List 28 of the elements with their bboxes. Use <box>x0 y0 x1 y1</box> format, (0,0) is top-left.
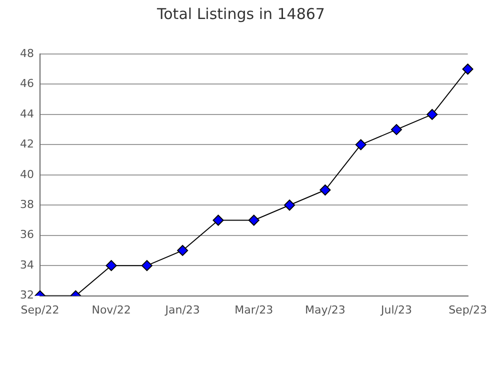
y-tick-label: 38 <box>20 198 34 211</box>
x-tick-label: Jul/23 <box>380 303 412 316</box>
point <box>248 214 260 226</box>
y-tick-label: 32 <box>20 288 34 302</box>
y-tick-label: 46 <box>20 77 34 90</box>
y-tick-label: 40 <box>20 168 34 181</box>
x-tick-label: Sep/22 <box>20 303 60 316</box>
x-tick-label: Mar/23 <box>234 303 274 316</box>
point <box>284 200 296 211</box>
point <box>355 139 366 150</box>
x-tick-label: Sep/23 <box>448 303 487 316</box>
y-tick-label: 44 <box>20 107 34 120</box>
point <box>390 124 402 136</box>
chart-title: Total Listings in 14867 <box>156 4 325 23</box>
point <box>141 260 152 272</box>
point <box>462 64 474 75</box>
x-tick-label: Jan/23 <box>164 303 200 316</box>
point <box>212 214 224 226</box>
x-tick-label: May/23 <box>304 303 346 316</box>
point <box>320 184 331 196</box>
point <box>177 244 188 256</box>
y-tick-label: 34 <box>20 258 34 272</box>
y-tick-label: 42 <box>20 138 34 151</box>
point <box>426 108 438 120</box>
point <box>106 260 117 272</box>
x-tick-label: Nov/22 <box>92 303 131 316</box>
y-tick-label: 48 <box>20 46 34 60</box>
y-tick-label: 36 <box>20 228 34 242</box>
